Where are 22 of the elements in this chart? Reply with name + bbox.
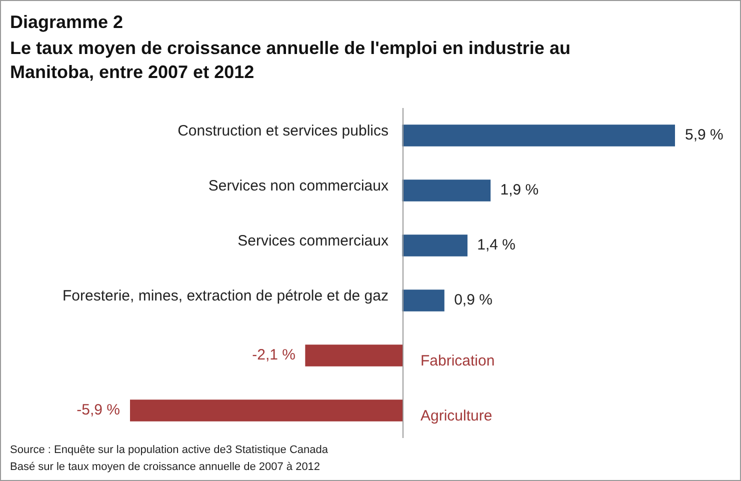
bar xyxy=(305,344,403,366)
chart-title: Diagramme 2 xyxy=(10,11,124,34)
data-label: 5,9 % xyxy=(685,126,724,144)
y-tick-label: Agriculture xyxy=(420,408,492,425)
y-tick-label: Services commerciaux xyxy=(238,232,389,250)
y-tick-label: Foresterie, mines, extraction de pétrole et de gaz xyxy=(62,288,388,305)
source-note: Source : Enquête sur la population active de3 Statistique Canada xyxy=(10,443,328,458)
chart-subtitle: Le taux moyen de croissance annuelle de l'emploi en industrie au Manitoba, entre 2007 et 2012 xyxy=(10,37,572,84)
y-tick-label: Construction et services publics xyxy=(178,122,388,140)
data-label: 1,9 % xyxy=(500,182,539,199)
data-label: -5,9 % xyxy=(76,402,120,419)
y-tick-label: Fabrication xyxy=(420,352,495,370)
bar xyxy=(402,124,675,146)
bar xyxy=(402,290,444,312)
data-label: -2,1 % xyxy=(252,346,296,364)
data-label: 1,4 % xyxy=(477,236,516,254)
y-tick-label: Services non commerciaux xyxy=(208,178,389,195)
data-label: 0,9 % xyxy=(454,292,492,309)
bar xyxy=(402,234,468,256)
bar xyxy=(402,180,491,202)
text: Basé sur le taux moyen de croissance annuelle de 2007 à 2012 xyxy=(10,460,322,475)
bar xyxy=(130,400,403,422)
